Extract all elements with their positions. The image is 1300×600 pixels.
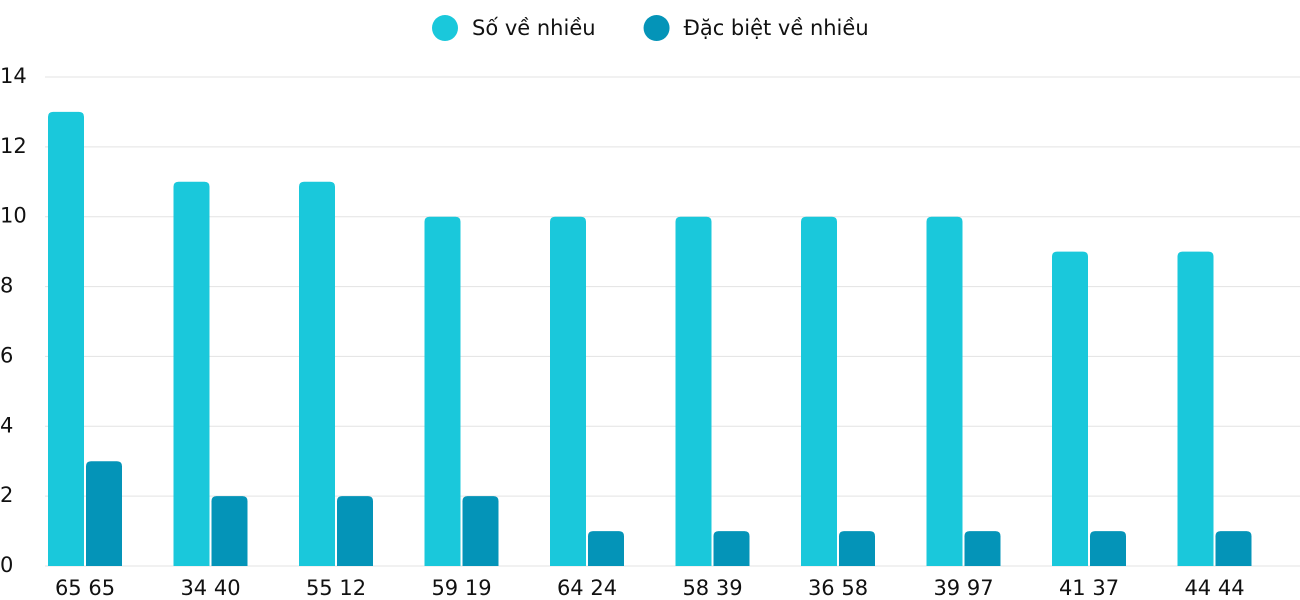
y-tick-label: 6 [0,343,13,367]
y-tick-label: 8 [0,274,13,298]
y-tick-label: 0 [0,553,13,577]
x-tick-label: 55 12 [306,576,366,600]
x-tick-label: 58 39 [682,576,742,600]
legend-marker [643,15,670,41]
bar [1052,251,1088,566]
legend-marker [432,15,458,41]
legend-label: Đặc biệt về nhiều [684,16,869,40]
bar [713,531,750,566]
x-tick-label: 59 19 [431,576,491,600]
bar [550,216,586,566]
y-tick-label: 2 [0,483,13,507]
x-tick-label: 39 97 [933,576,993,600]
x-tick-label: 65 65 [55,576,115,600]
legend-label: Số về nhiều [472,16,596,40]
bar [48,111,84,566]
bar [1215,531,1252,566]
bar [424,216,461,566]
bar [839,531,875,566]
bar [211,496,248,566]
x-tick-label: 64 24 [557,576,617,600]
bar [462,496,499,566]
bar [801,216,837,566]
bar [299,181,335,567]
bar [588,531,624,566]
y-tick-label: 10 [0,204,27,228]
bar [675,216,712,566]
x-tick-label: 44 44 [1184,576,1244,600]
y-tick-label: 12 [0,134,27,158]
x-tick-label: 34 40 [180,576,240,600]
bar [964,531,1001,566]
bar [926,216,963,566]
y-tick-label: 14 [0,64,27,88]
bar [337,496,373,566]
bar [1090,531,1126,566]
y-tick-label: 4 [0,413,13,437]
bar [86,461,122,566]
bar [1177,251,1214,566]
bar [173,181,210,567]
x-tick-label: 36 58 [808,576,868,600]
x-tick-label: 41 37 [1059,576,1119,600]
